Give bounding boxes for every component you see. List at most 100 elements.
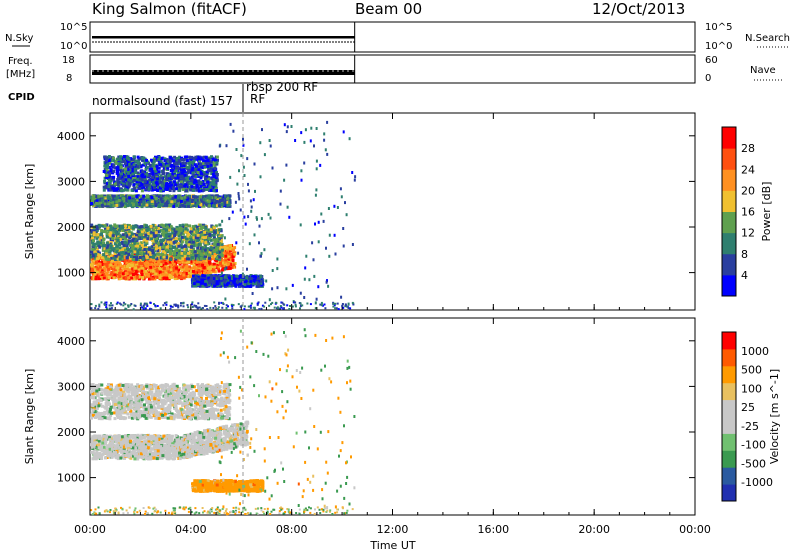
power-scatter-cell xyxy=(155,252,159,256)
power-scatter-cell xyxy=(177,162,181,166)
power-scatter-cell xyxy=(140,241,144,245)
power-scatter-cell xyxy=(173,252,177,256)
power-scatter-cell xyxy=(161,233,165,237)
power-scatter-cell xyxy=(116,266,120,270)
power-scatter-cell xyxy=(153,243,157,247)
power-scatter-cell xyxy=(150,277,154,281)
power-scatter-cell xyxy=(129,268,132,272)
power-scatter-cell xyxy=(168,266,172,270)
power-scatter-cell xyxy=(132,255,136,259)
power-scatter-cell xyxy=(136,242,140,246)
power-scatter-cell xyxy=(183,253,187,257)
power-scatter-cell xyxy=(147,234,151,238)
power-scatter-cell xyxy=(149,234,153,238)
power-scatter-cell xyxy=(191,195,195,199)
power-scatter-cell xyxy=(216,264,220,268)
power-scatter-cell xyxy=(111,201,114,205)
power-scatter-cell xyxy=(174,264,178,268)
power-scatter-cell xyxy=(180,251,184,255)
power-scatter-cell xyxy=(115,240,119,244)
power-scatter-cell xyxy=(141,268,145,272)
power-scatter-cell xyxy=(233,246,237,250)
power-scatter-cell xyxy=(91,236,94,240)
power-scatter-cell xyxy=(121,229,125,232)
power-scatter-cell xyxy=(121,272,125,276)
power-scatter-cell xyxy=(125,182,129,186)
power-scatter-cell xyxy=(138,277,141,281)
power-scatter-cell xyxy=(155,264,159,268)
power-scatter-cell xyxy=(205,256,209,260)
power-scatter-cell xyxy=(99,194,103,198)
power-scatter-cell xyxy=(169,263,173,267)
power-scatter-cell xyxy=(156,230,160,234)
power-scatter-cell xyxy=(177,244,181,248)
power-scatter-cell xyxy=(149,204,153,208)
power-scatter-cell xyxy=(180,165,183,169)
power-scatter-cell xyxy=(156,249,160,253)
power-scatter-cell xyxy=(155,194,159,198)
power-scatter-cell xyxy=(162,255,166,259)
power-scatter-cell xyxy=(153,163,157,167)
power-scatter-cell xyxy=(168,270,172,274)
power-scatter-cell xyxy=(130,169,133,173)
power-scatter-cell xyxy=(204,262,208,266)
power-scatter-cell xyxy=(119,168,123,172)
power-scatter-cell xyxy=(171,271,175,275)
power-scatter-cell xyxy=(166,266,170,270)
power-scatter-cell xyxy=(178,258,182,262)
power-scatter-cell xyxy=(167,224,170,227)
power-scatter-cell xyxy=(115,246,119,250)
power-scatter-cell xyxy=(160,203,164,207)
power-scatter-cell xyxy=(212,160,216,164)
power-scatter-cell xyxy=(221,268,224,272)
power-scatter-cell xyxy=(183,171,187,175)
power-scatter-cell xyxy=(140,230,144,234)
power-scatter-cell xyxy=(120,240,124,244)
power-scatter-cell xyxy=(152,195,156,198)
power-scatter-cell xyxy=(98,263,102,267)
power-scatter-cell xyxy=(151,204,155,208)
power-scatter-cell xyxy=(159,197,163,201)
power-scatter-cell xyxy=(132,203,135,207)
power-scatter-cell xyxy=(218,255,222,259)
power-scatter-cell xyxy=(143,170,146,174)
power-scatter-cell xyxy=(140,273,144,276)
power-scatter-cell xyxy=(174,157,178,161)
power-scatter-cell xyxy=(195,260,199,264)
power-scatter-cell xyxy=(173,277,177,281)
power-scatter-cell xyxy=(120,202,123,206)
power-scatter-cell xyxy=(232,250,235,254)
power-scatter-cell xyxy=(128,196,132,200)
power-scatter-cell xyxy=(189,236,192,240)
power-scatter-cell xyxy=(155,254,159,258)
power-scatter-cell xyxy=(103,244,107,247)
power-scatter-cell xyxy=(118,161,122,165)
power-scatter-cell xyxy=(186,253,190,257)
power-scatter-cell xyxy=(115,232,119,236)
power-scatter-cell xyxy=(207,253,211,257)
power-scatter-cell xyxy=(184,258,188,262)
power-scatter-cell xyxy=(125,244,129,248)
power-scatter-cell xyxy=(122,197,126,201)
power-scatter-cell xyxy=(193,250,197,254)
power-scatter-cell xyxy=(198,263,202,267)
cpid-label: CPID xyxy=(8,92,35,103)
power-scatter-cell xyxy=(165,248,169,252)
power-scatter-cell xyxy=(183,244,187,248)
power-scatter-cell xyxy=(154,196,158,200)
power-scatter-cell xyxy=(215,199,219,203)
power-scatter-cell xyxy=(172,204,176,208)
power-scatter-cell xyxy=(213,240,217,244)
power-scatter-cell xyxy=(112,188,116,192)
power-scatter-cell xyxy=(188,275,192,278)
power-scatter-cell xyxy=(216,198,220,202)
power-scatter-cell xyxy=(173,274,177,278)
power-scatter-cell xyxy=(90,270,94,274)
freq-label-line2: [MHz] xyxy=(6,69,35,80)
power-scatter-cell xyxy=(202,197,206,201)
power-scatter-cell xyxy=(179,199,183,203)
power-scatter-cell xyxy=(201,263,205,267)
nsky-tick-right-bottom: 10^0 xyxy=(705,41,732,52)
power-scatter-cell xyxy=(164,237,167,241)
power-scatter-cell xyxy=(185,267,189,271)
